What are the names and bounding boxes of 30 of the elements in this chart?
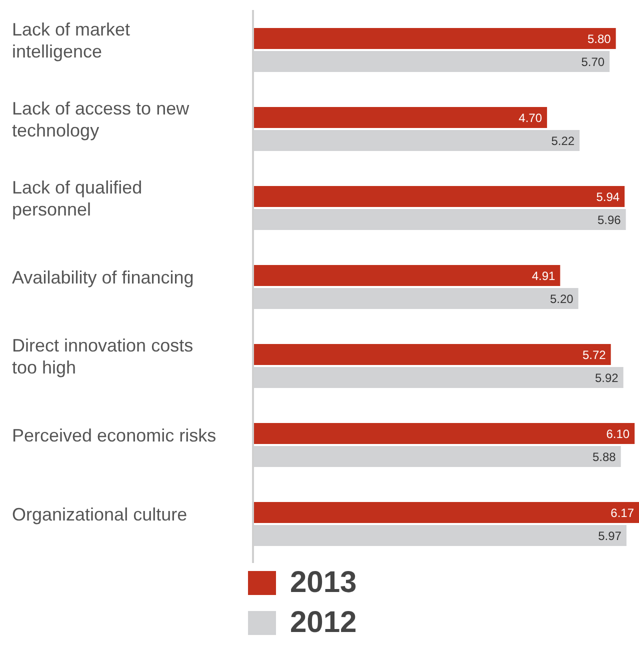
y-tick-label: Lack of access to new technology — [12, 98, 190, 140]
data-label: 5.94 — [596, 190, 620, 204]
data-label: 6.17 — [610, 506, 634, 520]
y-tick-label: Availability of financing — [12, 267, 194, 288]
bar — [253, 28, 616, 49]
bar — [253, 502, 639, 523]
data-label: 5.70 — [581, 54, 605, 69]
bar — [253, 265, 560, 286]
y-tick-label: Direct innovation costs too high — [12, 335, 194, 378]
data-label: 5.22 — [551, 134, 575, 148]
legend-label: 2012 — [290, 606, 357, 640]
data-label: 5.20 — [550, 292, 574, 306]
bar — [253, 344, 611, 365]
y-tick-label: Perceived economic risks — [12, 425, 216, 446]
bar — [253, 423, 635, 444]
bar — [253, 107, 548, 128]
data-label: 5.96 — [598, 212, 622, 227]
legend-label: 2013 — [290, 566, 357, 600]
y-tick-label: Lack of qualified personnel — [12, 177, 142, 220]
data-label: 5.92 — [595, 370, 619, 385]
data-label: 5.88 — [592, 450, 616, 464]
y-tick-label: Organizational culture — [12, 504, 188, 524]
data-label: 4.91 — [532, 268, 556, 283]
data-label: 5.97 — [598, 528, 622, 543]
data-label: 5.80 — [587, 32, 612, 46]
data-label: 5.72 — [582, 348, 606, 362]
y-tick-label: Lack of market intelligence — [12, 19, 130, 62]
bar — [253, 186, 625, 207]
data-label: 4.70 — [518, 110, 542, 125]
data-label: 6.10 — [606, 426, 630, 441]
